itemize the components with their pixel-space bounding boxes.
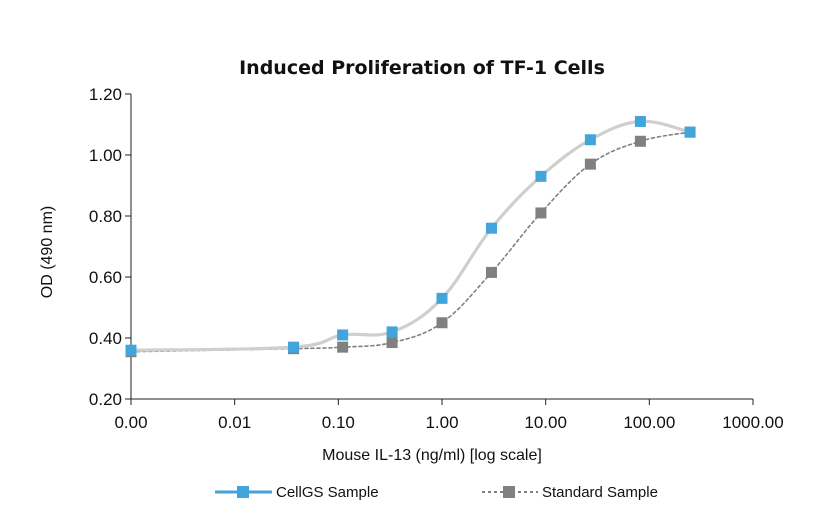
- data-point-cellgs: [386, 326, 398, 338]
- legend-item-cellgs: CellGS Sample: [215, 484, 379, 501]
- x-tick-label: 0.01: [218, 413, 251, 432]
- legend-marker-cellgs: [237, 486, 249, 498]
- y-tick-labels: 0.20 0.40 0.60 0.80 1.00 1.20: [89, 85, 131, 409]
- data-point-standard: [535, 207, 547, 219]
- legend-marker-standard: [503, 486, 515, 498]
- x-tick-label: 0.10: [322, 413, 355, 432]
- y-tick-label: 0.80: [89, 207, 122, 226]
- legend-label-standard: Standard Sample: [542, 484, 658, 501]
- x-tick-label: 10.00: [524, 413, 567, 432]
- legend: CellGS Sample Standard Sample: [215, 484, 658, 501]
- series-cellgs: [125, 115, 696, 356]
- axes: [130, 94, 753, 400]
- series-line-cellgs: [129, 119, 692, 352]
- y-axis-label: OD (490 nm): [39, 206, 56, 298]
- y-tick-label: 1.20: [89, 85, 122, 104]
- data-point-cellgs: [288, 341, 300, 353]
- data-point-cellgs: [436, 292, 448, 304]
- data-point-standard: [436, 317, 448, 329]
- data-point-standard: [584, 158, 596, 170]
- data-point-standard: [386, 337, 398, 349]
- plot-area: [125, 115, 696, 358]
- data-point-standard: [634, 135, 646, 147]
- y-tick-label: 0.40: [89, 329, 122, 348]
- data-point-cellgs: [485, 222, 497, 234]
- series-line-standard: [130, 131, 691, 353]
- data-point-cellgs: [125, 344, 137, 356]
- x-tick-label: 100.00: [623, 413, 675, 432]
- x-tick-label: 1000.00: [722, 413, 783, 432]
- y-tick-label: 1.00: [89, 146, 122, 165]
- data-point-cellgs: [584, 134, 596, 146]
- x-axis-label: Mouse IL-13 (ng/ml) [log scale]: [322, 447, 542, 464]
- chart-title: Induced Proliferation of TF-1 Cells: [239, 57, 605, 79]
- data-point-standard: [485, 266, 497, 278]
- data-point-standard: [337, 341, 349, 353]
- y-tick-label: 0.60: [89, 268, 122, 287]
- data-point-cellgs: [337, 329, 349, 341]
- x-tick-label: 1.00: [425, 413, 458, 432]
- data-point-cellgs: [634, 115, 646, 127]
- data-point-cellgs: [684, 126, 696, 138]
- legend-item-standard: Standard Sample: [482, 484, 658, 501]
- data-point-cellgs: [535, 170, 547, 182]
- y-tick-label: 0.20: [89, 390, 122, 409]
- x-tick-label: 0.00: [114, 413, 147, 432]
- legend-label-cellgs: CellGS Sample: [276, 484, 379, 501]
- x-tick-labels: 0.00 0.01 0.10 1.00 10.00 100.00 1000.00: [114, 399, 784, 432]
